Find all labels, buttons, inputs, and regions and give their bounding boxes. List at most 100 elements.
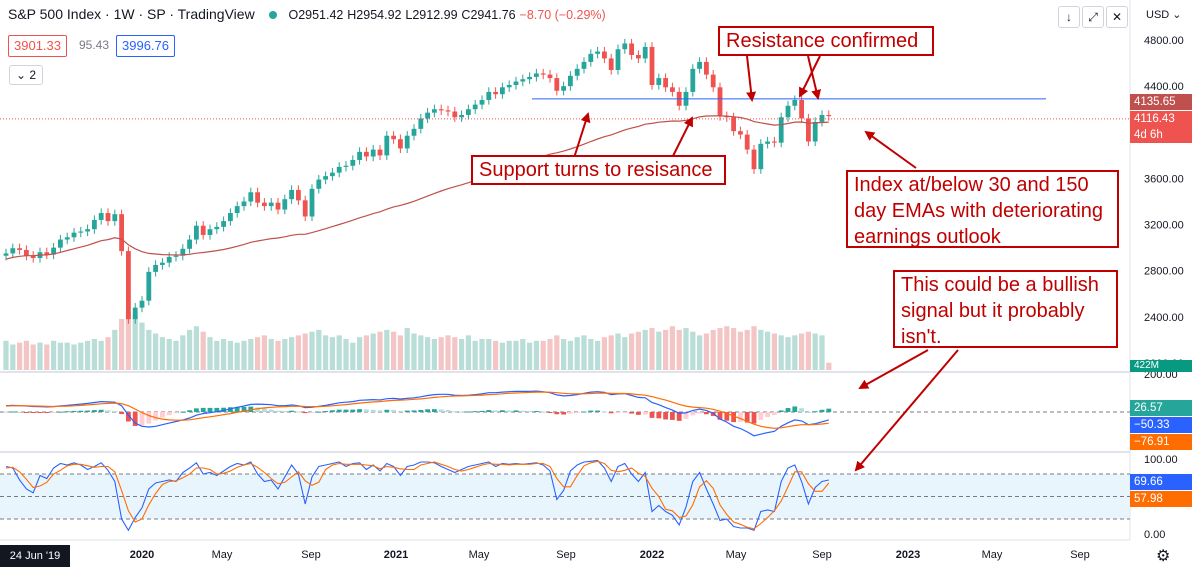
- macd-histogram-bar: [513, 410, 519, 412]
- candle-body: [704, 61, 709, 75]
- volume-bar: [826, 362, 832, 370]
- macd-histogram-bar: [302, 412, 308, 414]
- macd-signal-tag: −76.91: [1130, 434, 1192, 450]
- volume-bar: [221, 339, 227, 370]
- macd-histogram-bar: [262, 408, 267, 412]
- candle-body: [112, 214, 118, 222]
- collapse-indicators-button[interactable]: ⌄ 2: [9, 65, 43, 85]
- candle-body: [17, 248, 22, 250]
- macd-histogram-bar: [540, 411, 546, 413]
- candle-body: [323, 176, 328, 180]
- close-icon[interactable]: ✕: [1106, 6, 1128, 28]
- volume-bar: [268, 339, 274, 370]
- volume-bar: [51, 340, 57, 370]
- candle-body: [187, 239, 192, 249]
- ohlc-close: C2941.76: [461, 8, 516, 22]
- time-tick-label: Sep: [556, 549, 576, 561]
- maximize-icon[interactable]: ⤢: [1082, 6, 1104, 28]
- macd-histogram-bar: [751, 412, 757, 424]
- candle-body: [384, 135, 390, 156]
- price-tick-label: 3200.00: [1144, 220, 1184, 232]
- macd-histogram-bar: [71, 410, 77, 412]
- macd-histogram-bar: [255, 407, 260, 412]
- buy-price-box[interactable]: 3996.76: [116, 35, 175, 57]
- ema-price-tag: 4135.65: [1130, 94, 1192, 110]
- volume-bar: [452, 337, 458, 370]
- volume-bar: [309, 331, 315, 370]
- candle-body: [425, 112, 430, 119]
- volume-bar: [357, 337, 363, 370]
- volume-bar: [64, 342, 70, 370]
- stoch-d-tag: 57.98: [1130, 491, 1192, 507]
- candle-body: [160, 262, 165, 265]
- macd-histogram-bar: [64, 411, 70, 413]
- macd-histogram-bar: [268, 409, 274, 412]
- volume-bar: [78, 342, 84, 370]
- macd-histogram-bar: [615, 412, 621, 413]
- volume-bar: [601, 337, 607, 370]
- volume-bar: [479, 339, 485, 370]
- volume-bar: [289, 337, 295, 370]
- macd-histogram-bar: [37, 412, 43, 413]
- candle-body: [656, 78, 662, 85]
- candle-body: [302, 200, 308, 217]
- volume-bar: [635, 331, 641, 370]
- volume-bar: [676, 329, 682, 370]
- currency-selector[interactable]: USD ⌄: [1146, 9, 1182, 21]
- candle-body: [534, 73, 539, 77]
- sell-price-box[interactable]: 3901.33: [8, 35, 67, 57]
- macd-histogram-bar: [180, 411, 186, 413]
- move-down-icon[interactable]: ↓: [1058, 6, 1080, 28]
- volume-tag: 422M: [1130, 360, 1192, 372]
- candle-body: [765, 141, 770, 144]
- macd-histogram-bar: [364, 409, 369, 412]
- candle-body: [350, 159, 356, 166]
- macd-histogram-bar: [377, 410, 383, 412]
- volume-bar: [663, 329, 669, 370]
- macd-histogram-bar: [323, 411, 328, 413]
- macd-histogram-bar: [493, 410, 498, 412]
- candle-body: [459, 114, 464, 118]
- candle-body: [391, 135, 396, 140]
- stoch-k-line: [5, 459, 829, 532]
- volume-bar: [445, 335, 451, 370]
- time-tick-label: May: [982, 549, 1003, 561]
- candle-body: [364, 151, 369, 157]
- macd-histogram-bar: [574, 412, 580, 413]
- volume-bar: [465, 335, 471, 370]
- macd-histogram-bar: [649, 412, 655, 418]
- macd-histogram-bar: [126, 412, 131, 422]
- volume-bar: [527, 342, 533, 370]
- volume-bar: [384, 329, 390, 370]
- volume-bar: [697, 335, 703, 370]
- candle-body: [670, 87, 675, 92]
- volume-bar: [785, 337, 791, 370]
- macd-histogram-bar: [704, 412, 709, 415]
- price-tick-label: 2400.00: [1144, 312, 1184, 324]
- ema-line: [5, 115, 829, 260]
- candle-body: [561, 86, 566, 91]
- macd-histogram-bar: [3, 411, 9, 413]
- macd-histogram-bar: [588, 410, 594, 412]
- candle-body: [622, 43, 628, 50]
- candle-body: [636, 54, 641, 59]
- macd-histogram-bar: [214, 407, 220, 412]
- candle-body: [649, 46, 655, 85]
- stoch-tick-label: 100.00: [1144, 454, 1178, 466]
- macd-histogram-bar: [683, 412, 689, 419]
- grid: [0, 0, 1131, 541]
- settings-gear-icon[interactable]: ⚙: [1156, 548, 1171, 565]
- macd-histogram-bar: [275, 410, 281, 412]
- annotation-bullish: This could be a bullish signal but it pr…: [893, 270, 1118, 348]
- macd-histogram-bar: [642, 412, 648, 415]
- volume-bar: [533, 340, 539, 370]
- symbol-title[interactable]: S&P 500 Index · 1W · SP · TradingView: [8, 6, 255, 22]
- countdown-tag: 4d 6h: [1130, 127, 1192, 143]
- candle-body: [799, 99, 804, 119]
- macd-histogram-bar: [153, 412, 158, 421]
- volume-bar: [588, 339, 594, 370]
- candle-body: [404, 135, 410, 149]
- volume-bar: [112, 329, 118, 370]
- volume-bar: [561, 339, 567, 370]
